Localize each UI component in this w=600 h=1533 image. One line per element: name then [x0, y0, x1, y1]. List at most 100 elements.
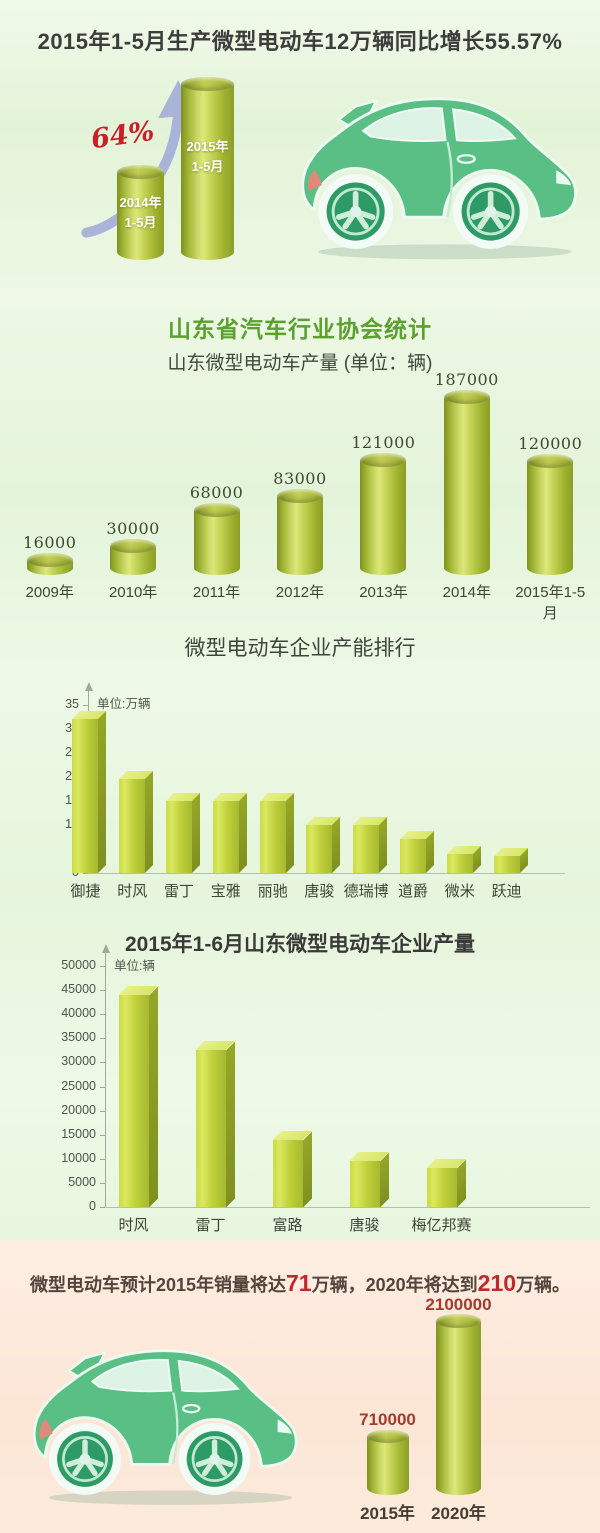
bar-雷丁 — [165, 793, 200, 873]
bar-value-label: 710000 — [359, 1410, 416, 1429]
cylinder-top — [117, 165, 164, 179]
y-axis-tick-mark — [100, 1134, 105, 1136]
forecast-value-2020: 210 — [477, 1270, 517, 1296]
cylinder-top — [276, 489, 323, 503]
chart-categories: 御捷 时风 雷丁 宝雅 丽驰 唐骏 德瑞博 道爵 微米 跃迪 — [62, 880, 530, 901]
chart-bar-slot — [249, 1131, 326, 1207]
chart-bar-slot: 120000 — [509, 434, 592, 575]
bar-value-label: 187000 — [434, 370, 499, 389]
association-heading: 山东省汽车行业协会统计 — [168, 316, 432, 342]
chart-bar-slot: 68000 — [175, 483, 258, 575]
chart-bar-slot — [249, 793, 296, 873]
bar-label-line: 1-5月 — [191, 158, 224, 174]
y-axis-tick-mark — [100, 966, 105, 967]
forecast-chart: 710000 2100000 2015年 2020年 — [352, 1290, 494, 1523]
y-axis-line — [105, 953, 106, 1207]
y-axis-tick-mark — [100, 990, 105, 992]
y-axis-tick-mark — [100, 1182, 105, 1184]
bar-category-label: 2011年 — [192, 584, 241, 601]
bar-category-label: 跃迪 — [491, 883, 522, 900]
chart-bar-slot — [403, 1159, 480, 1207]
cylinder-bar — [193, 503, 240, 575]
hero-section: 2015年1-5月生产微型电动车12万辆同比增长55.57% 64% 2014年… — [0, 0, 600, 295]
y-axis-tick-label: 15000 — [61, 1126, 96, 1141]
bar-category-label: 宝雅 — [210, 883, 241, 900]
bar-category-label: 2012年 — [275, 584, 325, 601]
bar-category-label: 时风 — [117, 883, 148, 900]
cylinder-top — [366, 1429, 409, 1443]
bar-category-label: 唐骏 — [304, 883, 335, 900]
bar-2014-1-5: 2014年 1-5月 — [117, 165, 164, 260]
bar-category-label: 微米 — [444, 883, 475, 900]
chart-bar-slot — [202, 793, 249, 873]
cylinder-bar — [276, 489, 323, 575]
association-subtitle: 山东微型电动车产量 (单位：辆) — [167, 353, 433, 374]
bar-side-face — [379, 1152, 389, 1207]
green-car-icon — [22, 1328, 310, 1518]
chart-bar-slot: 83000 — [258, 469, 341, 575]
bar-梅亿邦赛 — [426, 1159, 466, 1207]
y-axis-tick-mark — [100, 1110, 105, 1112]
bar-side-face — [98, 711, 107, 873]
enterprise-production-section: 2015年1-6月山东微型电动车企业产量 单位:辆 0 5000 10000 15000… — [0, 915, 600, 1240]
cylinder-bar — [527, 454, 574, 575]
bar-category-label: 2010年 — [108, 584, 158, 601]
bar-category-label: 时风 — [118, 1217, 149, 1234]
bar-category-label: 2015年 — [360, 1504, 415, 1523]
bar-label-2014: 2014年 1-5月 — [117, 193, 164, 233]
y-axis-tick-label: 30000 — [61, 1054, 96, 1069]
chart-bar-slot — [326, 1152, 403, 1207]
y-axis-tick-mark — [100, 1038, 105, 1040]
bar-御捷 — [72, 711, 107, 873]
bar-唐骏 — [306, 817, 341, 873]
forecast-text-part: 微型电动车预计2015年销量将达 — [29, 1275, 287, 1295]
shandong-production-chart: 16000 30000 68000 83000 121000 187000 120000 — [8, 365, 592, 575]
bar-side-face — [238, 793, 247, 873]
y-axis-tick-label: 40000 — [61, 1006, 96, 1021]
cylinder-top — [110, 539, 157, 553]
bar-category-label: 道爵 — [397, 883, 428, 900]
bar-雷丁 — [195, 1041, 235, 1207]
y-axis-tick-mark — [100, 1062, 105, 1064]
chart-bar-slot — [109, 771, 156, 873]
chart-bar-slot — [95, 986, 172, 1207]
bar-value-label: 16000 — [23, 533, 77, 552]
bar-value-label: 121000 — [351, 433, 416, 452]
y-axis-tick-label: 25000 — [61, 1078, 96, 1093]
chart-bar-slot: 16000 — [8, 533, 91, 575]
y-axis-tick-mark — [83, 705, 88, 706]
bar-side-face — [285, 793, 294, 873]
bar-value-label: 83000 — [273, 469, 327, 488]
bar-category-label: 2009年 — [25, 584, 74, 601]
forecast-text: 微型电动车预计2015年销量将达71万辆，2020年将达到210万辆。 — [0, 1270, 600, 1297]
bar-category-label: 德瑞博 — [343, 883, 389, 900]
chart-bar-slot — [296, 817, 343, 873]
bar-side-face — [425, 831, 434, 873]
cylinder-top — [436, 1314, 481, 1328]
bar-label-line: 1-5月 — [124, 215, 157, 231]
chart-bar-slot: 710000 — [352, 1410, 423, 1495]
cylinder-top — [443, 390, 490, 404]
bar-时风 — [118, 986, 158, 1207]
forecast-categories: 2015年 2020年 — [352, 1499, 494, 1524]
cylinder-bar — [360, 453, 407, 575]
y-axis-tick-label: 20000 — [61, 1102, 96, 1117]
chart-bar-slot: 187000 — [425, 370, 508, 575]
y-axis-tick-label: 0 — [89, 1199, 96, 1213]
axis-unit-label: 单位:辆 — [114, 959, 155, 973]
bar-category-label: 丽驰 — [257, 883, 288, 900]
y-axis-tick-label: 45000 — [61, 982, 96, 997]
capacity-chart-title: 微型电动车企业产能排行 — [184, 637, 416, 660]
cylinder-top — [527, 454, 574, 468]
bar-label-line: 2015年 — [186, 138, 229, 154]
chart-bar-slot: 30000 — [91, 519, 174, 575]
association-section: 山东省汽车行业协会统计 山东微型电动车产量 (单位：辆) 16000 30000 6… — [0, 295, 600, 622]
bar-category-label: 2020年 — [431, 1504, 486, 1523]
bar-category-label: 雷丁 — [195, 1217, 226, 1234]
capacity-ranking-section: 微型电动车企业产能排行 单位:万辆05101520253035御捷时风雷丁宝雅丽… — [0, 610, 600, 915]
chart-bar-slot: 2100000 — [423, 1295, 494, 1495]
bar-宝雅 — [212, 793, 247, 873]
bar-微米 — [446, 846, 481, 873]
cylinder-bar — [436, 1314, 481, 1495]
